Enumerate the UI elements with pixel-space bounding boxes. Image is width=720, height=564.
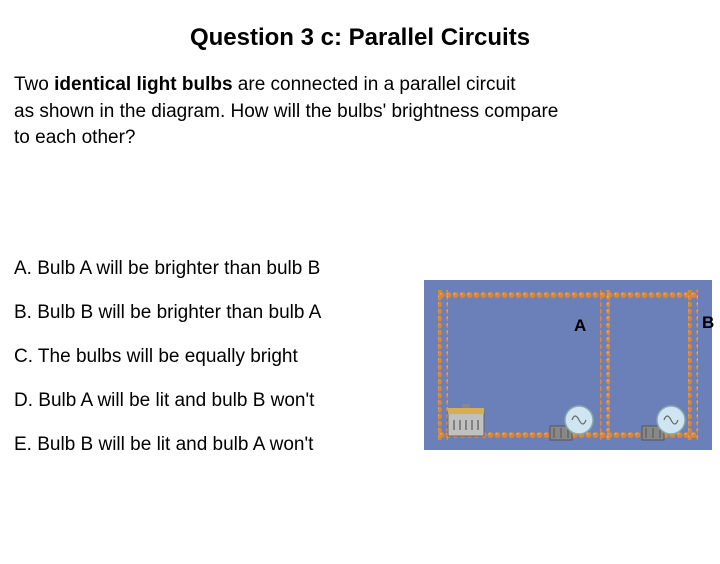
option-b: B. Bulb B will be brighter than bulb A xyxy=(14,302,321,324)
option-a: A. Bulb A will be brighter than bulb B xyxy=(14,258,321,280)
option-d: D. Bulb A will be lit and bulb B won't xyxy=(14,390,321,412)
question-bold: identical light bulbs xyxy=(54,74,232,95)
circuit-svg xyxy=(424,280,712,450)
question-line3: to each other? xyxy=(14,127,135,148)
label-a: A xyxy=(574,316,586,336)
question-line1-rest: are connected in a parallel circuit xyxy=(233,74,516,95)
question-text: Two identical light bulbs are connected … xyxy=(0,72,720,152)
answer-options: A. Bulb A will be brighter than bulb B B… xyxy=(14,258,321,478)
option-c: C. The bulbs will be equally bright xyxy=(14,346,321,368)
circuit-diagram xyxy=(424,280,712,450)
battery-icon xyxy=(448,404,484,436)
option-e: E. Bulb B will be lit and bulb A won't xyxy=(14,434,321,456)
page-title: Question 3 c: Parallel Circuits xyxy=(0,24,720,52)
label-b: B xyxy=(702,313,714,333)
question-prefix: Two xyxy=(14,74,54,95)
question-line2: as shown in the diagram. How will the bu… xyxy=(14,101,558,122)
